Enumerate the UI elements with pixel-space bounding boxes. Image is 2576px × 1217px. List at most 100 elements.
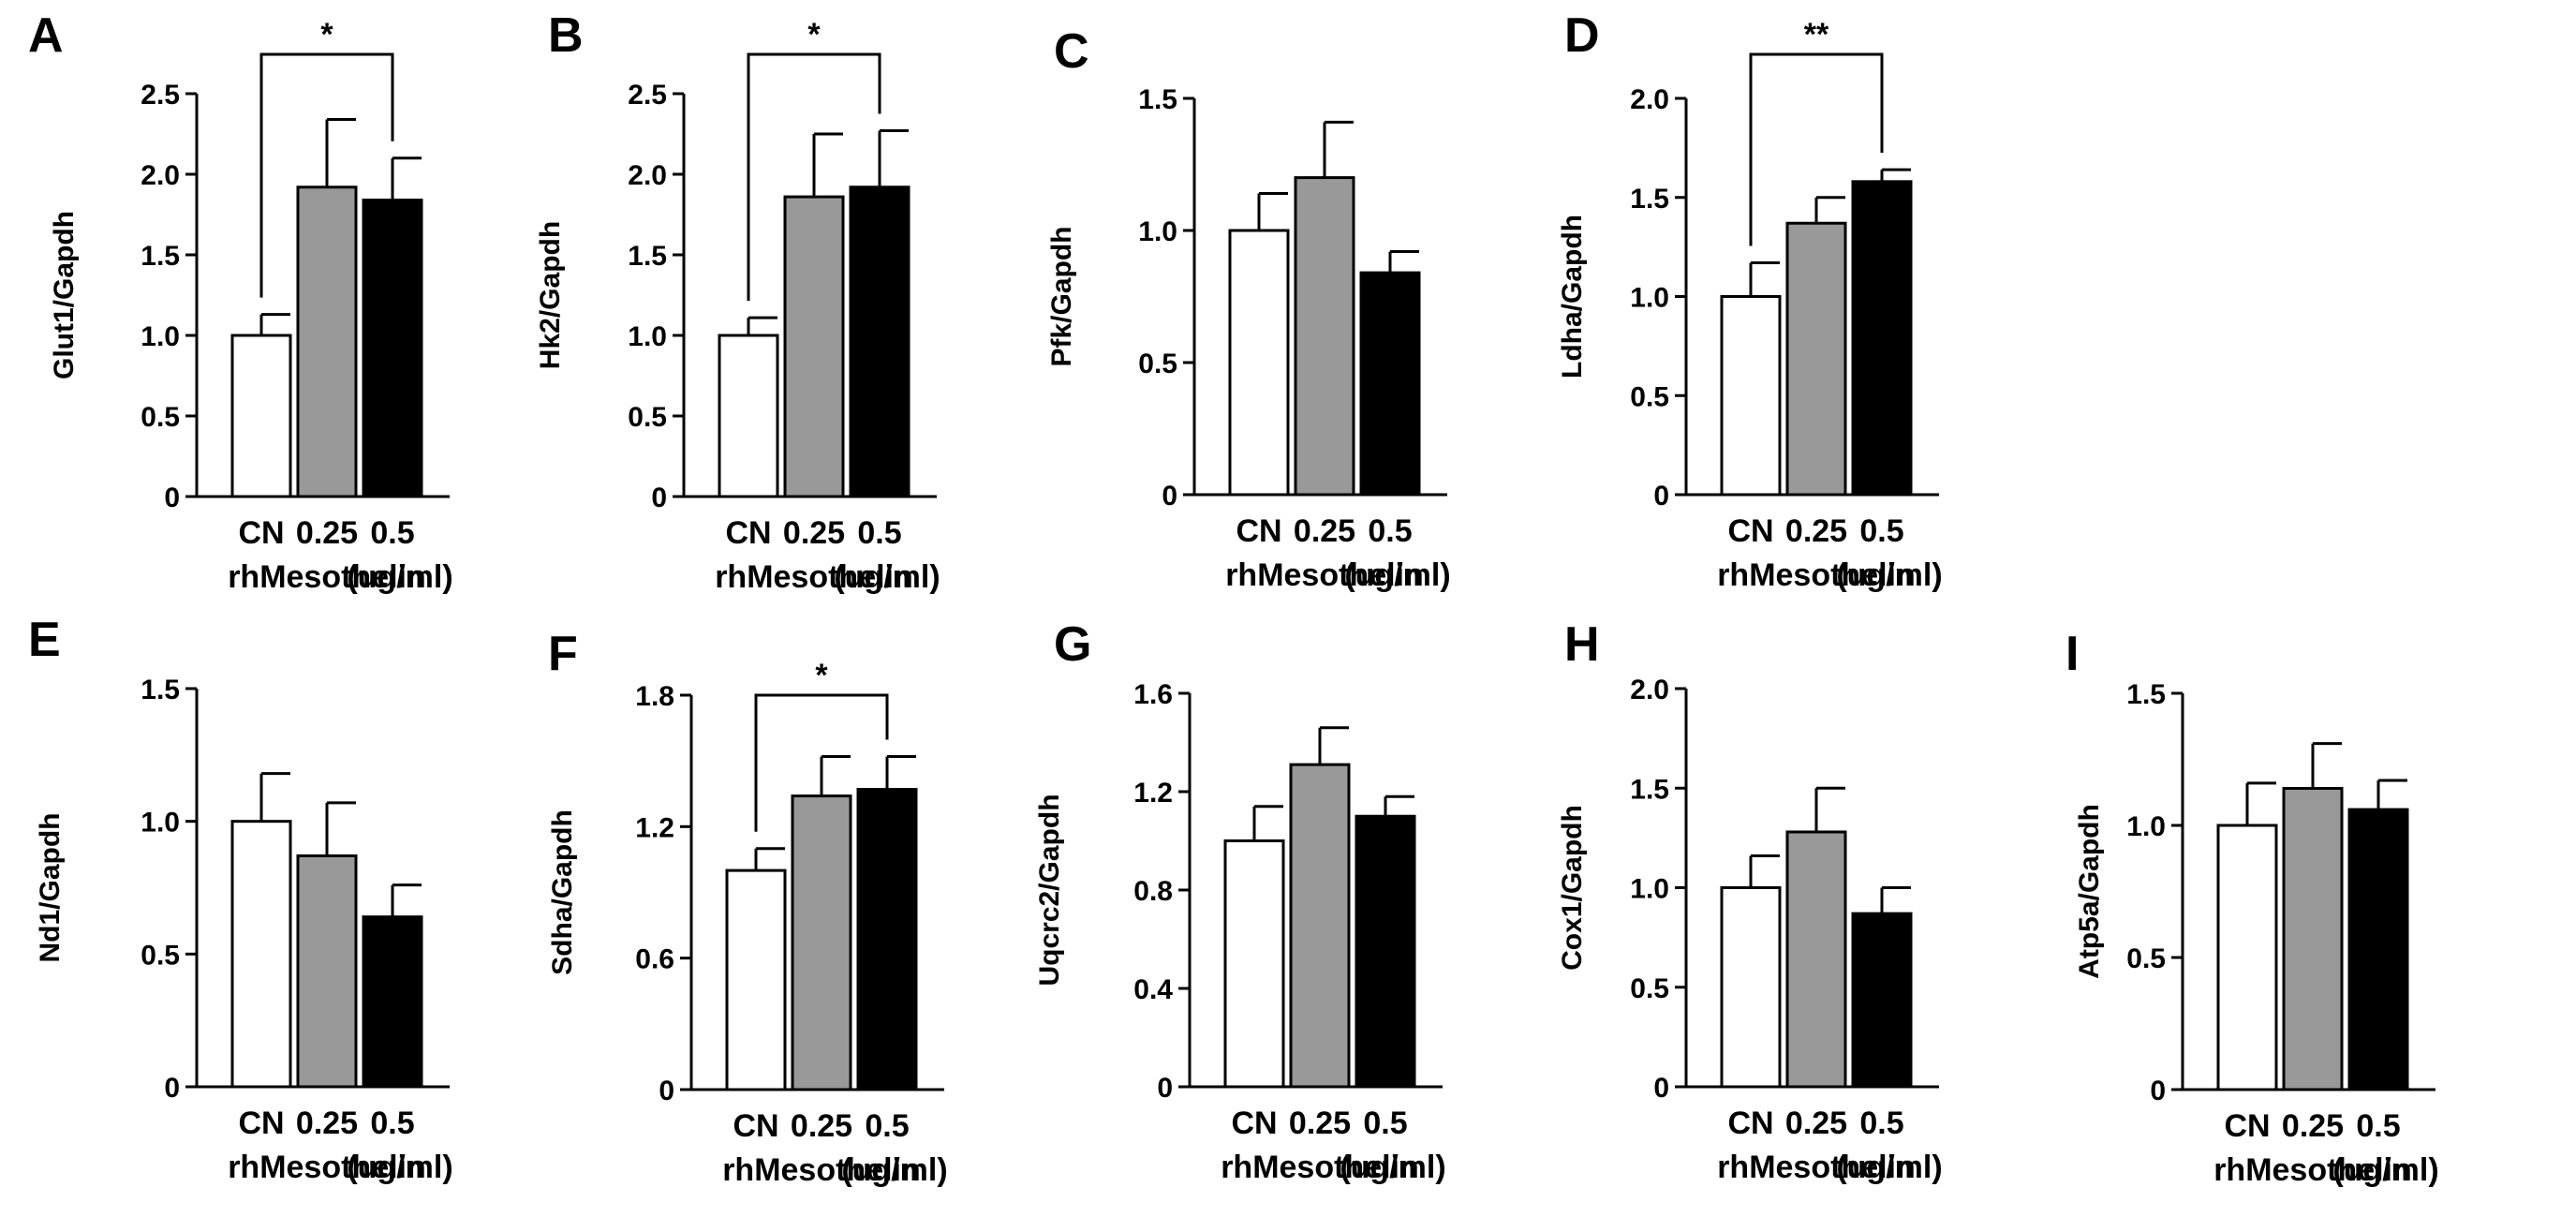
x-axis-unit-i: (ug/ml) (2332, 1152, 2438, 1188)
significance-label-a: * (320, 17, 333, 52)
significance-bracket-b (747, 52, 881, 302)
x-axis-title-d: rhMesothelin (1717, 557, 1916, 593)
y-tick-label-a-1: 0.5 (141, 402, 180, 433)
panel-d: D Ldha/Gapdh 0 0.5 1.0 1.5 2.0 CN 0.25 0.5 rhMesot… (1557, 8, 1943, 593)
x-axis-title-g: rhMesothelin (1221, 1150, 1419, 1185)
panel-e: E Nd1/Gapdh 0 0.5 1.0 1.5 CN 0.25 0.5 rhMesotheli… (28, 613, 453, 1185)
panel-letter-d: D (1564, 8, 1600, 63)
panel-letter-c: C (1054, 24, 1089, 79)
category-label-a-0-5: 0.5 (370, 515, 414, 551)
y-tick-label-b-4: 2.0 (628, 160, 667, 191)
panel-g: G Uqcrc2/Gapdh 0 0.4 0.8 1.2 1.6 CN 0.25 0.5 rhMes… (1034, 617, 1446, 1185)
y-tick-label-a-0: 0 (164, 482, 180, 513)
y-tick-label-b-5: 2.5 (628, 80, 667, 111)
x-axis-title-e: rhMesothelin (228, 1150, 426, 1185)
y-tick-label-a-5: 2.5 (141, 80, 180, 111)
y-tick-label-e-1: 0.5 (141, 940, 180, 971)
category-label-e-0-5: 0.5 (370, 1106, 414, 1141)
panel-h: H Cox1/Gapdh 0 0.5 1.0 1.5 2.0 CN 0.25 0.5 rhMesot… (1557, 617, 1943, 1185)
category-label-h-0-5: 0.5 (1859, 1106, 1903, 1141)
y-tick-label-h-4: 2.0 (1630, 675, 1669, 705)
x-axis-unit-c: (ug/ml) (1344, 557, 1450, 593)
bar-f-0-25 (791, 794, 852, 1091)
bar-d-0-5 (1851, 180, 1913, 497)
y-axis-label-b: Hk2/Gapdh (535, 221, 566, 369)
category-label-b-cn: CN (725, 515, 771, 551)
y-tick-label-a-2: 1.0 (141, 321, 180, 352)
bar-g-cn (1223, 839, 1285, 1089)
y-tick-label-g-1: 0.4 (1133, 974, 1173, 1005)
bar-g-0-5 (1355, 814, 1416, 1089)
x-axis-unit-e: (ug/ml) (347, 1150, 452, 1185)
panel-letter-f: F (548, 627, 578, 681)
category-label-b-0-25: 0.25 (783, 515, 845, 551)
category-label-i-0-5: 0.5 (2356, 1108, 2400, 1144)
bar-e-0-5 (362, 915, 423, 1089)
x-axis-unit-h: (ug/ml) (1836, 1150, 1942, 1185)
bar-g-0-25 (1289, 763, 1351, 1089)
x-axis-title-h: rhMesothelin (1717, 1150, 1916, 1185)
bar-c-cn (1228, 229, 1290, 497)
bar-c-0-5 (1359, 271, 1421, 497)
panel-letter-e: E (28, 613, 61, 667)
panel-letter-g: G (1054, 617, 1091, 672)
bar-f-cn (725, 868, 787, 1091)
panel-letter-b: B (548, 8, 584, 63)
category-label-h-cn: CN (1727, 1106, 1773, 1141)
y-tick-label-d-2: 1.0 (1630, 283, 1669, 314)
x-axis-unit-a: (ug/ml) (347, 559, 452, 595)
category-label-f-0-25: 0.25 (791, 1108, 852, 1144)
category-label-f-cn: CN (733, 1108, 778, 1144)
y-tick-label-h-0: 0 (1653, 1073, 1669, 1104)
y-tick-label-g-2: 0.8 (1133, 876, 1173, 907)
y-axis-label-d: Ldha/Gapdh (1557, 215, 1588, 378)
category-label-d-0-25: 0.25 (1785, 513, 1847, 549)
x-axis-title-a: rhMesothelin (228, 559, 426, 595)
y-tick-label-h-3: 1.5 (1630, 774, 1669, 805)
y-tick-label-i-0: 0 (2150, 1076, 2166, 1106)
bar-i-cn (2216, 824, 2278, 1091)
y-tick-label-a-4: 2.0 (141, 160, 180, 191)
y-tick-label-g-0: 0 (1157, 1073, 1173, 1104)
y-tick-label-e-2: 1.0 (141, 808, 180, 839)
category-label-i-0-25: 0.25 (2282, 1108, 2344, 1144)
category-label-c-0-25: 0.25 (1294, 513, 1355, 549)
y-axis-label-h: Cox1/Gapdh (1557, 805, 1588, 971)
y-tick-label-f-1: 0.6 (635, 944, 674, 975)
x-axis-title-f: rhMesothelin (722, 1152, 921, 1188)
bar-h-0-5 (1851, 912, 1913, 1089)
category-label-a-cn: CN (238, 515, 284, 551)
y-tick-label-i-1: 0.5 (2126, 943, 2166, 974)
panel-b: B Hk2/Gapdh 0 0.5 1.0 1.5 2.0 2.5 CN 0.25 0.5 rhMes… (535, 8, 940, 595)
y-axis-label-g: Uqcrc2/Gapdh (1034, 794, 1065, 986)
bar-a-0-25 (296, 186, 358, 498)
x-axis-unit-d: (ug/ml) (1836, 557, 1942, 593)
x-axis-unit-b: (ug/ml) (834, 559, 940, 595)
category-label-b-0-5: 0.5 (857, 515, 901, 551)
y-tick-label-g-3: 1.2 (1133, 778, 1173, 809)
y-tick-label-b-2: 1.0 (628, 321, 667, 352)
category-label-g-cn: CN (1231, 1106, 1277, 1141)
bar-a-cn (230, 334, 292, 498)
y-tick-label-c-0: 0 (1162, 481, 1177, 512)
bar-i-0-5 (2347, 808, 2409, 1091)
significance-bracket-a (259, 52, 394, 298)
y-axis-label-a: Glut1/Gapdh (49, 211, 80, 379)
category-label-c-0-5: 0.5 (1368, 513, 1412, 549)
panel-a: A Glut1/Gapdh 0 0.5 1.0 1.5 2.0 2.5 CN 0.25 0.5 rhM… (28, 8, 453, 595)
x-axis-unit-f: (ug/ml) (841, 1152, 947, 1188)
significance-label-b: * (807, 17, 821, 52)
panel-f: F Sdha/Gapdh 0 0.6 1.2 1.8 CN 0.25 0.5 rhMesothel… (547, 627, 948, 1188)
y-tick-label-i-2: 1.0 (2126, 811, 2166, 842)
bar-h-0-25 (1785, 830, 1847, 1089)
panel-letter-h: H (1564, 617, 1600, 672)
y-tick-label-g-4: 1.6 (1133, 679, 1173, 710)
bar-i-0-25 (2282, 787, 2344, 1091)
category-label-g-0-25: 0.25 (1289, 1106, 1351, 1141)
y-tick-label-b-3: 1.5 (628, 241, 667, 272)
panel-i: I Atp5a/Gapdh 0 0.5 1.0 1.5 CN 0.25 0.5 rhMesothe… (2065, 627, 2439, 1188)
y-tick-label-h-1: 0.5 (1630, 973, 1669, 1004)
category-label-i-cn: CN (2224, 1108, 2270, 1144)
y-tick-label-d-3: 1.5 (1630, 184, 1669, 215)
